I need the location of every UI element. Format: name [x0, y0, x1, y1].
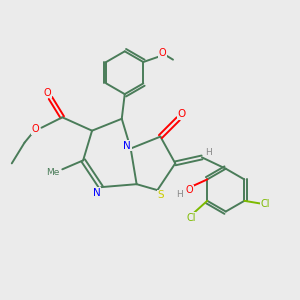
Text: O: O [44, 88, 51, 98]
Text: Me: Me [46, 168, 59, 177]
Text: Cl: Cl [261, 199, 271, 209]
Text: O: O [186, 185, 193, 195]
Text: O: O [158, 48, 166, 58]
Text: O: O [32, 124, 39, 134]
Text: H: H [205, 148, 212, 157]
Text: N: N [93, 188, 101, 197]
Text: S: S [158, 190, 164, 200]
Text: H: H [176, 190, 183, 199]
Text: O: O [178, 109, 186, 119]
Text: Cl: Cl [186, 213, 196, 223]
Text: N: N [123, 140, 131, 151]
